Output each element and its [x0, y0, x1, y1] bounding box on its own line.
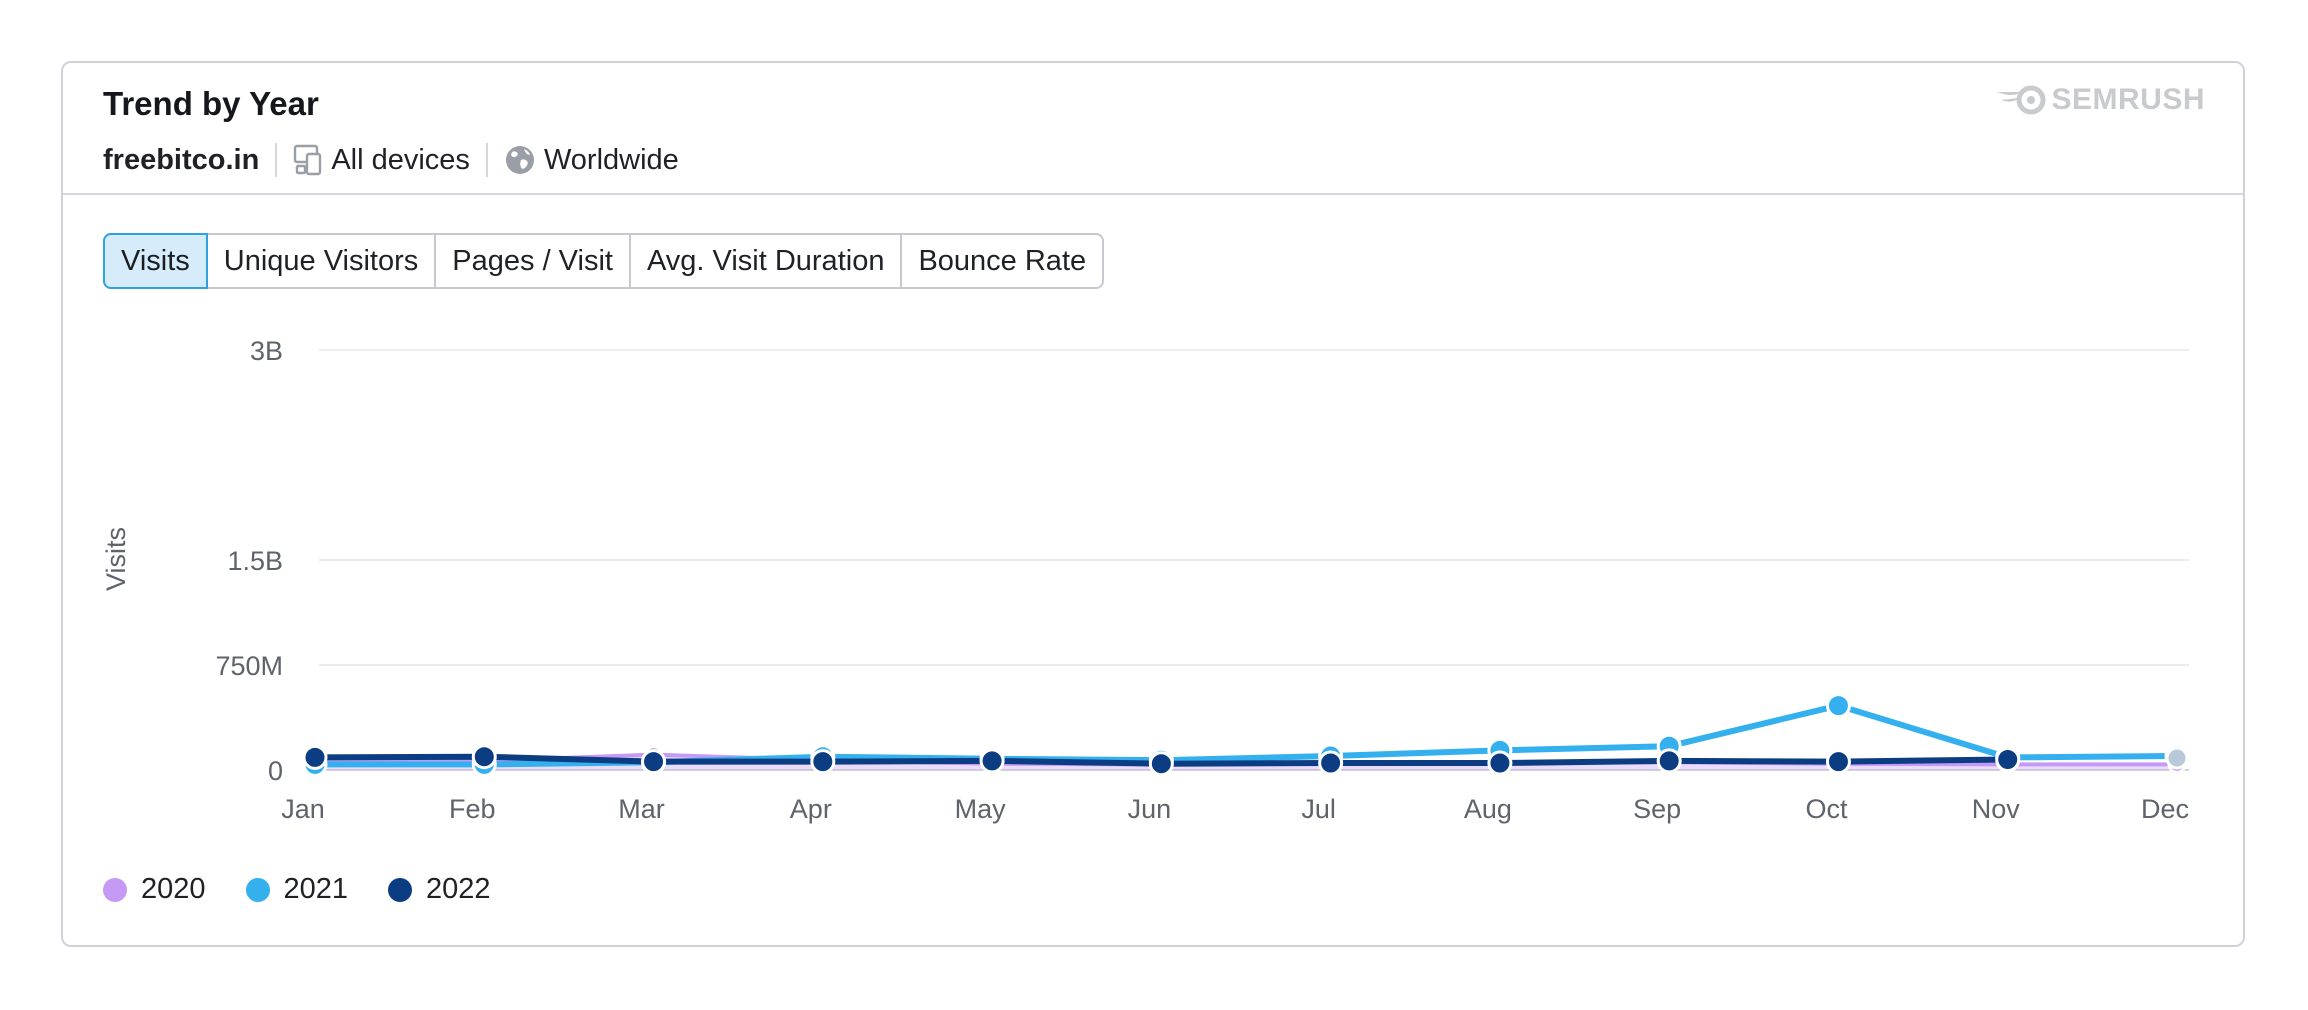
- x-tick-label: Jun: [1128, 794, 1172, 824]
- x-tick-label: Nov: [1972, 794, 2021, 824]
- card-meta: freebitco.in All devices Worldwide: [103, 143, 679, 177]
- x-tick-label: Sep: [1633, 794, 1681, 824]
- x-tick-label: Dec: [2141, 794, 2189, 824]
- y-tick-label: 3B: [250, 336, 283, 366]
- data-point-2022: [471, 744, 497, 770]
- y-axis-label: Visits: [101, 527, 131, 591]
- legend-swatch: [103, 877, 127, 902]
- semrush-logo-text: SEMRUSH: [2051, 83, 2205, 116]
- x-tick-label: Apr: [790, 794, 832, 824]
- tab-bounce-rate[interactable]: Bounce Rate: [918, 244, 1087, 277]
- card-header: Trend by Year freebitco.in All devices: [63, 63, 2243, 195]
- y-tick-label: 0: [268, 756, 283, 786]
- semrush-logo: SEMRUSH: [1995, 83, 2205, 117]
- x-tick-label: Aug: [1464, 794, 1512, 824]
- data-point-2022: [302, 744, 328, 770]
- devices-filter[interactable]: All devices: [293, 144, 470, 177]
- data-point-2022: [810, 749, 836, 775]
- data-point-2022: [1995, 747, 2021, 772]
- y-tick-label: 1.5B: [227, 546, 283, 576]
- visits-line-chart: 0 750M 1.5B 3B Visits Jan Feb Mar Apr May Jun Jul Au…: [101, 336, 2190, 824]
- devices-label: All devices: [331, 143, 470, 176]
- globe-icon: [505, 146, 534, 174]
- tab-pages-per-visit[interactable]: Pages / Visit: [436, 235, 631, 287]
- series-area-2020: [315, 754, 2177, 770]
- domain-label: freebitco.in: [103, 143, 260, 176]
- data-point-2022: [979, 748, 1005, 774]
- meta-divider: [275, 143, 278, 177]
- data-point-2022: [641, 749, 667, 775]
- data-point-2022: [1825, 749, 1851, 775]
- chart-legend: 2020 2021 2022: [103, 873, 531, 906]
- tab-avg-visit-duration[interactable]: Avg. Visit Duration: [631, 235, 903, 287]
- region-label: Worldwide: [543, 143, 679, 176]
- y-tick-label: 750M: [215, 651, 283, 681]
- data-point-2022: [1487, 750, 1513, 776]
- legend-item-2021[interactable]: 2021: [245, 873, 349, 906]
- tab-visits[interactable]: Visits: [103, 233, 208, 289]
- x-tick-label: May: [955, 794, 1007, 824]
- region-filter[interactable]: Worldwide: [504, 144, 679, 177]
- legend-label: 2021: [283, 873, 349, 905]
- tab-unique-visitors[interactable]: Unique Visitors: [208, 235, 437, 287]
- trend-by-year-card: Trend by Year freebitco.in All devices: [61, 61, 2245, 947]
- semrush-flame-icon: [1997, 85, 2046, 115]
- meta-divider: [485, 143, 488, 177]
- legend-label: 2022: [426, 873, 491, 905]
- data-point-2022: [1656, 748, 1682, 774]
- x-tick-label: Mar: [618, 794, 665, 824]
- data-point-placeholder: [2165, 746, 2189, 770]
- devices-icon: [294, 144, 322, 176]
- x-tick-label: Jan: [281, 794, 325, 824]
- data-point-2022: [1148, 751, 1174, 777]
- x-tick-label: Feb: [449, 794, 496, 824]
- data-point-2021: [1825, 693, 1851, 719]
- legend-label: 2020: [141, 873, 206, 905]
- legend-item-2022[interactable]: 2022: [388, 873, 491, 906]
- metric-tabs: Visits Unique Visitors Pages / Visit Avg…: [103, 233, 1105, 289]
- data-point-2022: [1318, 750, 1344, 776]
- legend-item-2020[interactable]: 2020: [103, 873, 206, 906]
- legend-swatch: [388, 877, 413, 902]
- card-title: Trend by Year: [103, 85, 319, 122]
- legend-swatch: [245, 877, 270, 902]
- x-tick-label: Oct: [1805, 794, 1848, 824]
- x-tick-label: Jul: [1301, 794, 1336, 824]
